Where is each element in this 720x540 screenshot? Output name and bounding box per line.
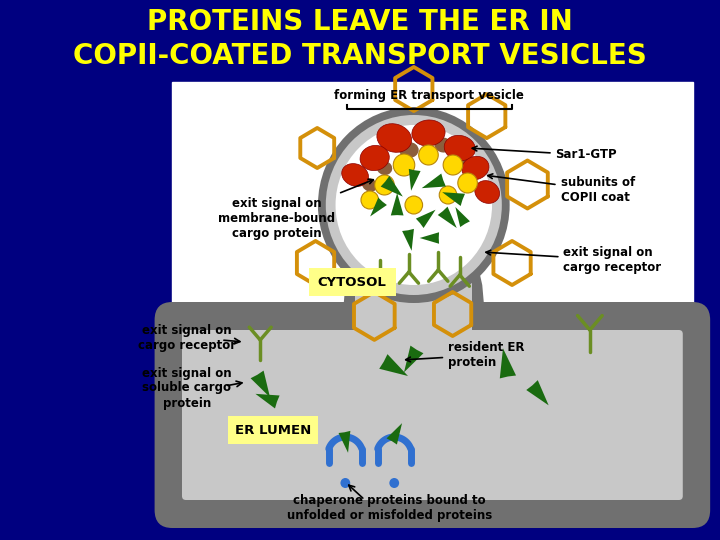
Polygon shape (402, 229, 414, 251)
Ellipse shape (412, 120, 445, 146)
Circle shape (443, 155, 463, 175)
Circle shape (405, 196, 423, 214)
Circle shape (374, 175, 395, 195)
Circle shape (361, 191, 379, 209)
Ellipse shape (434, 138, 452, 152)
Polygon shape (338, 431, 351, 453)
FancyBboxPatch shape (182, 330, 683, 500)
Ellipse shape (342, 164, 369, 186)
Circle shape (419, 145, 438, 165)
Circle shape (336, 125, 492, 285)
FancyBboxPatch shape (228, 416, 318, 444)
Polygon shape (420, 232, 439, 244)
Circle shape (393, 154, 415, 176)
Polygon shape (455, 207, 470, 227)
Polygon shape (251, 370, 270, 397)
Polygon shape (442, 192, 465, 206)
Ellipse shape (474, 180, 500, 204)
Polygon shape (438, 207, 456, 228)
Ellipse shape (377, 124, 412, 152)
Polygon shape (422, 173, 446, 188)
Polygon shape (409, 169, 420, 191)
Ellipse shape (362, 178, 377, 192)
Ellipse shape (399, 142, 419, 158)
Polygon shape (404, 346, 423, 372)
Text: subunits of
COPII coat: subunits of COPII coat (488, 174, 635, 204)
Text: exit signal on
cargo receptor: exit signal on cargo receptor (138, 324, 236, 352)
Ellipse shape (444, 136, 475, 160)
Ellipse shape (377, 161, 392, 175)
Polygon shape (500, 348, 516, 379)
Polygon shape (341, 250, 486, 330)
Circle shape (325, 115, 502, 295)
Circle shape (458, 173, 477, 193)
Text: ER LUMEN: ER LUMEN (235, 423, 311, 436)
Polygon shape (391, 193, 403, 215)
Text: PROTEINS LEAVE THE ER IN: PROTEINS LEAVE THE ER IN (147, 8, 573, 36)
Polygon shape (526, 380, 549, 406)
Text: COPII-COATED TRANSPORT VESICLES: COPII-COATED TRANSPORT VESICLES (73, 42, 647, 70)
FancyBboxPatch shape (155, 302, 710, 528)
Polygon shape (379, 354, 408, 376)
Ellipse shape (454, 155, 472, 169)
FancyBboxPatch shape (309, 268, 396, 296)
Ellipse shape (462, 156, 489, 180)
Text: exit signal on
membrane-bound
cargo protein: exit signal on membrane-bound cargo prot… (218, 179, 373, 240)
Polygon shape (256, 394, 279, 408)
Circle shape (390, 478, 399, 488)
Text: exit signal on
soluble cargo
protein: exit signal on soluble cargo protein (142, 367, 232, 409)
Circle shape (439, 186, 456, 204)
Circle shape (341, 478, 350, 488)
Text: CYTOSOL: CYTOSOL (318, 275, 387, 288)
Circle shape (318, 107, 510, 303)
Text: chaperone proteins bound to
unfolded or misfolded proteins: chaperone proteins bound to unfolded or … (287, 494, 492, 522)
Polygon shape (381, 176, 402, 197)
Text: forming ER transport vesicle: forming ER transport vesicle (333, 90, 523, 103)
Polygon shape (416, 210, 436, 228)
FancyBboxPatch shape (172, 82, 693, 524)
Polygon shape (387, 423, 402, 444)
Ellipse shape (360, 145, 390, 171)
Text: Sar1-GTP: Sar1-GTP (472, 146, 617, 161)
Polygon shape (355, 258, 472, 330)
Text: resident ER
protein: resident ER protein (405, 341, 525, 369)
Polygon shape (370, 198, 387, 217)
Text: exit signal on
cargo receptor: exit signal on cargo receptor (486, 246, 662, 274)
